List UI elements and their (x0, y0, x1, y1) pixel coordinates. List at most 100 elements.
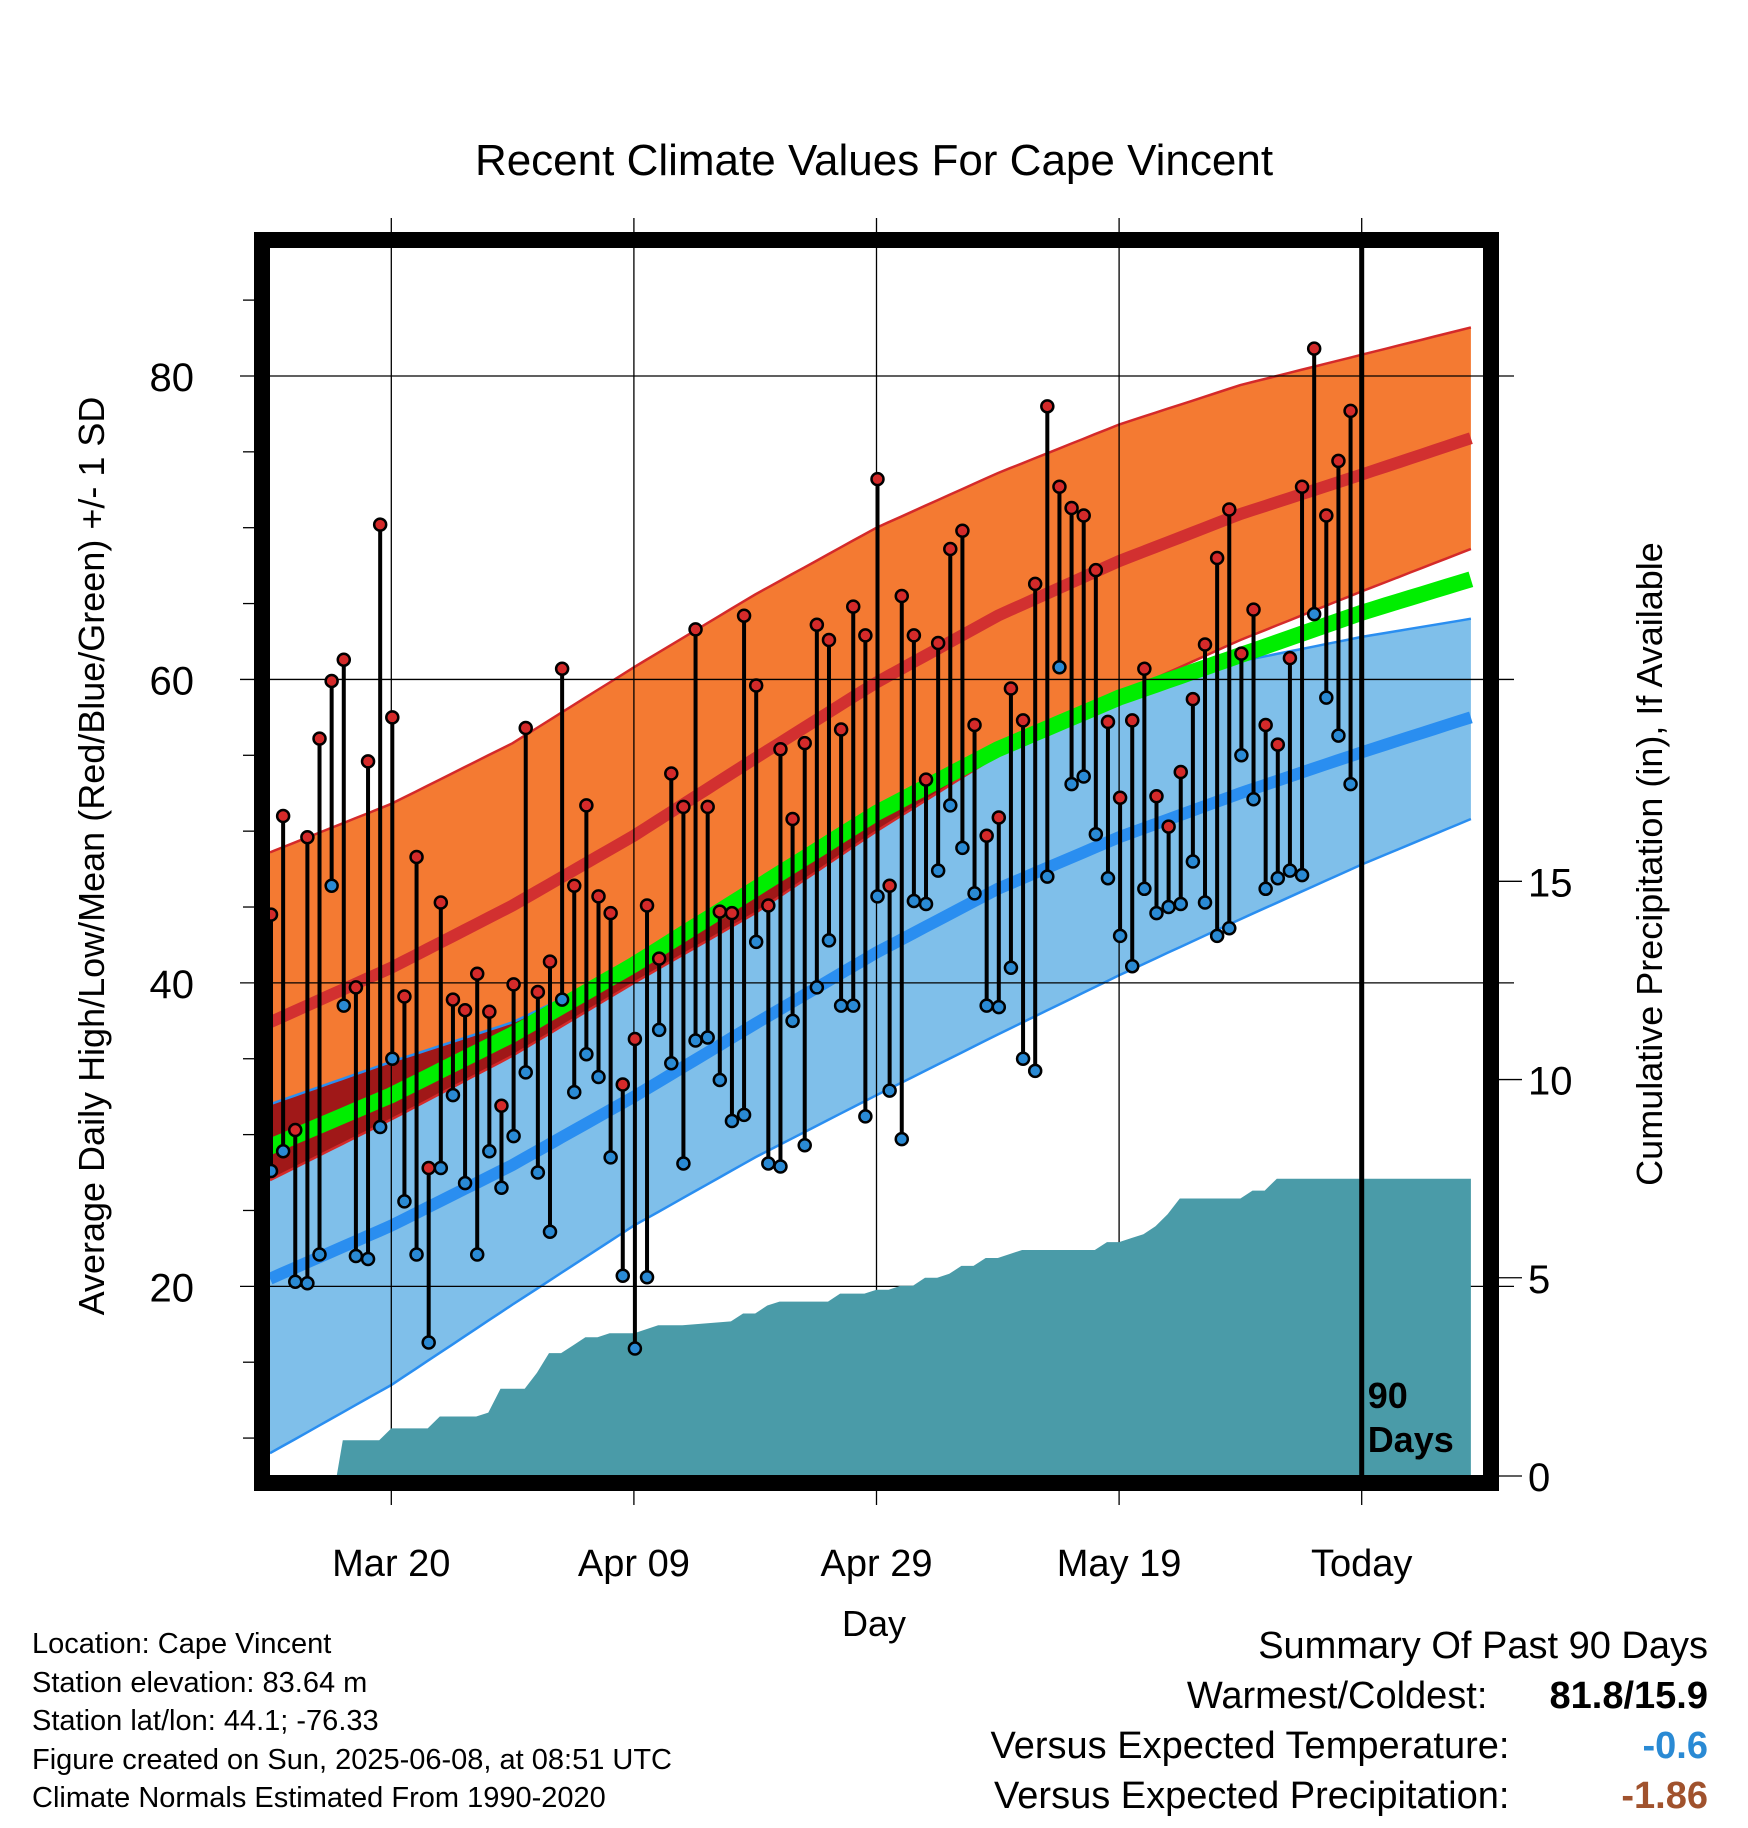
daily-low-point (833, 998, 849, 1013)
daily-high-point (603, 905, 618, 921)
y2-tick-label: 5 (1528, 1258, 1550, 1302)
daily-high-point (736, 608, 752, 623)
daily-high-point (542, 954, 558, 969)
daily-high-point (1331, 453, 1346, 469)
daily-high-point (918, 772, 934, 787)
daily-high-point (445, 992, 461, 1007)
daily-low-point (1306, 606, 1322, 622)
daily-high-point (1222, 502, 1237, 517)
daily-low-point (858, 1109, 873, 1124)
daily-low-point (894, 1131, 910, 1147)
info-created: Figure created on Sun, 2025-06-08, at 08… (32, 1743, 672, 1776)
summary-warm-cold-value: 81.8/15.9 (1549, 1675, 1708, 1717)
daily-high-point (955, 523, 970, 538)
daily-high-point (1197, 637, 1213, 652)
daily-high-point (506, 977, 521, 992)
info-latlon: Station lat/lon: 44.1; -76.33 (32, 1705, 379, 1737)
daily-low-point (1161, 899, 1176, 915)
daily-low-point (967, 886, 982, 901)
daily-high-point (397, 989, 412, 1004)
daily-low-point (712, 1072, 728, 1088)
daily-high-point (700, 799, 715, 815)
daily-low-point (724, 1113, 740, 1129)
y2-axis-label: Cumulative Precipitation (in), If Availa… (1629, 542, 1670, 1186)
daily-low-point (809, 980, 825, 995)
daily-high-point (409, 849, 424, 865)
daily-low-point (554, 992, 570, 1007)
daily-high-point (469, 966, 485, 982)
y-tick-label: 80 (150, 356, 195, 400)
daily-low-point (397, 1194, 412, 1209)
daily-high-point (494, 1098, 509, 1114)
daily-high-point (433, 895, 449, 910)
daily-high-point (930, 635, 946, 651)
daily-low-point (870, 889, 885, 904)
daily-low-point (1270, 870, 1286, 886)
daily-low-point (506, 1128, 521, 1144)
daily-high-point (1282, 650, 1298, 666)
daily-low-point (1282, 863, 1298, 878)
daily-high-point (651, 951, 667, 966)
daily-low-point (275, 1144, 291, 1159)
daily-low-point (591, 1069, 606, 1085)
daily-low-point (1015, 1051, 1031, 1066)
daily-low-point (1040, 869, 1055, 884)
daily-high-point (724, 905, 740, 921)
daily-high-point (615, 1077, 631, 1092)
daily-high-point (1161, 819, 1176, 834)
daily-high-point (360, 754, 376, 769)
daily-low-point (372, 1119, 388, 1135)
today-marker-days-label: Days (1368, 1419, 1454, 1460)
daily-high-point (1112, 790, 1128, 806)
daily-low-point (1149, 905, 1164, 921)
daily-high-point (312, 731, 327, 746)
info-normals: Climate Normals Estimated From 1990-2020 (32, 1782, 606, 1814)
daily-high-point (1234, 646, 1249, 661)
daily-low-point (1003, 960, 1019, 975)
daily-low-point (494, 1180, 509, 1195)
daily-high-point (1149, 789, 1164, 804)
daily-high-point (336, 652, 352, 667)
summary-panel: Summary Of Past 90 Days Warmest/Coldest:… (991, 1621, 1708, 1821)
x-tick-label: Mar 20 (332, 1543, 450, 1585)
daily-high-point (457, 1002, 473, 1018)
high-mean-line (270, 432, 1473, 1028)
daily-low-point (1234, 748, 1249, 763)
daily-high-point (530, 984, 546, 1000)
daily-low-point (518, 1065, 533, 1080)
daily-low-point (1246, 792, 1261, 807)
x-tick-label: Apr 29 (821, 1543, 933, 1585)
daily-low-point (906, 893, 922, 909)
daily-low-point (409, 1247, 424, 1262)
daily-high-point (1124, 713, 1140, 728)
daily-high-point (809, 617, 825, 633)
daily-low-point (324, 878, 339, 894)
daily-low-point (1088, 826, 1104, 842)
y2-tick-label: 10 (1528, 1060, 1573, 1104)
daily-high-point (1076, 508, 1091, 523)
daily-low-point (1319, 690, 1334, 705)
high-sd-lower-line (270, 547, 1472, 1182)
daily-low-point (360, 1251, 376, 1267)
daily-low-point (385, 1051, 400, 1066)
daily-high-point (579, 798, 594, 813)
daily-low-point (1076, 769, 1091, 784)
daily-high-point (967, 717, 982, 733)
axes: 20 40 60 80 0 5 10 15 Mar 20 Apr 09 Apr 29 May 19 To… (150, 299, 1573, 1585)
y-tick-label: 20 (150, 1266, 195, 1310)
summary-precip-label: Versus Expected Precipitation: (994, 1775, 1510, 1817)
daily-low-point (312, 1247, 327, 1262)
daily-high-point (797, 735, 812, 751)
summary-warm-cold-row: Warmest/Coldest: 81.8/15.9 (991, 1671, 1708, 1721)
daily-low-point (530, 1165, 546, 1180)
daily-high-point (1088, 562, 1104, 578)
daily-low-point (676, 1156, 691, 1171)
daily-high-point (748, 678, 764, 693)
daily-high-point (845, 599, 861, 614)
info-location: Location: Cape Vincent (32, 1628, 332, 1660)
daily-low-point (1209, 928, 1225, 944)
daily-low-point (639, 1269, 655, 1285)
plot-frame (254, 232, 1499, 1491)
